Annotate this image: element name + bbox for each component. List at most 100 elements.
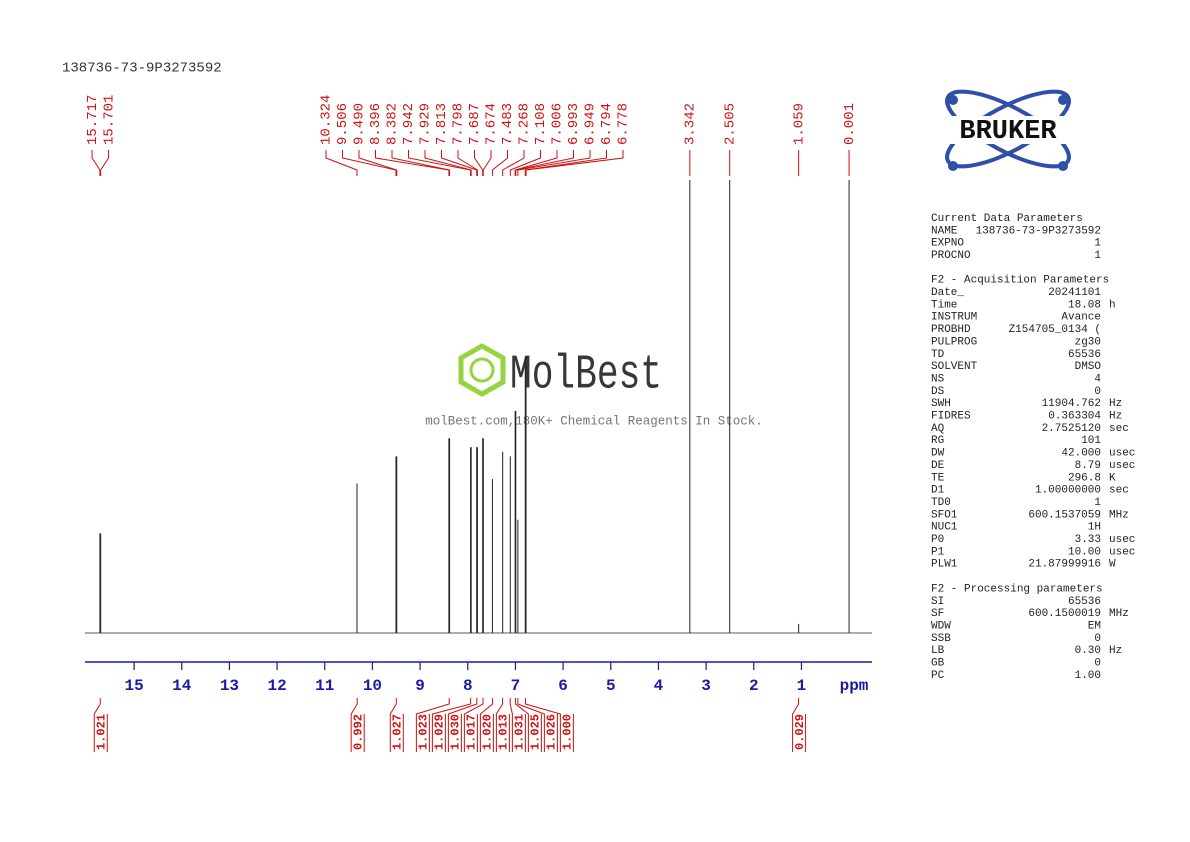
param-name: NAME [931,225,958,237]
param-value: 600.1537059 [1028,509,1101,521]
param-name: SWH [931,398,951,410]
peak-label-leader [502,150,525,176]
peak-label-leader [482,150,492,176]
param-unit: usec [1109,448,1135,460]
integral-label: 1.000 [561,714,575,750]
integral-bracket [463,698,484,752]
param-unit: sec [1109,485,1129,497]
param-unit: usec [1109,460,1135,472]
param-value: 1H [1088,522,1101,534]
param-value: 42.000 [1061,448,1101,460]
peak-label-leader [473,150,484,176]
x-tick-label: 1 [797,677,807,695]
param-name: DE [931,460,945,472]
peak-label-leader [517,150,591,176]
integral-label: 1.017 [465,714,479,750]
param-value: 18.08 [1068,299,1101,311]
watermark-title: MolBest [510,349,662,403]
param-value: 600.1500019 [1028,608,1101,620]
watermark: MolBest molBest.com,180K+ Chemical Reage… [425,343,763,428]
logo-dot [948,161,958,171]
x-tick-label: 7 [511,677,521,695]
logo-text: BRUKER [959,117,1057,147]
x-tick-label: 6 [558,677,568,695]
logo-band [924,116,1092,144]
peak-label-leader [457,150,478,176]
param-name: GB [931,658,945,670]
x-tick-label: 9 [415,677,425,695]
param-name: DW [931,448,945,460]
param-value: 0.363304 [1048,411,1101,423]
param-value: 3.33 [1075,534,1101,546]
spectrum: 15.717 15.701 10.324 9.506 9.490 8.396 8.382 7.… [85,95,872,752]
x-tick-label: 2 [749,677,759,695]
param-value: 2.7525120 [1042,423,1101,435]
logo-dot [948,95,958,105]
peak-label-leader [524,150,607,176]
peak-label-leader [407,150,472,176]
integral-label: 1.031 [513,714,527,750]
param-name: NUC1 [931,522,958,534]
integral-bracket [415,698,450,752]
x-tick-label: 3 [701,677,711,695]
peak-label: 7.483 [500,103,516,145]
param-name: P1 [931,546,945,558]
param-name: EXPNO [931,238,964,250]
param-unit: MHz [1109,509,1129,521]
param-value: 0.30 [1075,645,1101,657]
logo-dot [1058,95,1068,105]
param-name: P0 [931,534,944,546]
peak-label-leader [358,150,398,176]
section-title: Current Data Parameters [931,213,1083,225]
param-name: TD0 [931,497,951,509]
param-unit: sec [1109,423,1129,435]
param-value: EM [1088,620,1101,632]
peak-label: 7.813 [434,103,450,145]
peak-label-leader [509,150,541,176]
peak-label-leader [100,150,110,176]
integral-bracket [479,698,494,752]
integral-bracket [350,698,358,752]
param-unit: K [1109,472,1116,484]
peak-label-leader [525,150,624,176]
peak-label-leader [325,150,358,176]
param-name: TD [931,349,945,361]
param-name: TE [931,472,945,484]
param-value: 1.00 [1075,670,1101,682]
x-tick-label: 4 [654,677,664,695]
integral-bracket [517,698,545,752]
section-title: F2 - Acquisition Parameters [931,275,1109,287]
integral-bracket [792,698,800,752]
peak-label: 7.674 [484,103,500,145]
peak-label: 7.006 [550,103,566,145]
peak-label: 7.942 [401,103,417,145]
integral-bracket [389,698,397,752]
peak-label: 8.382 [385,103,401,145]
integral-label: 1.027 [390,714,404,750]
peak-label: 1.059 [791,103,807,145]
param-name: Date_ [931,287,964,299]
watermark-ring [469,357,495,383]
peak-label: 10.324 [319,95,335,145]
param-name: PROBHD [931,324,971,336]
param-name: SSB [931,633,951,645]
integral-bracket [524,698,561,752]
param-name: INSTRUM [931,312,977,324]
param-value: zg30 [1075,336,1101,348]
param-value: 65536 [1068,349,1101,361]
peak-label: 0.001 [842,103,858,145]
peak-label: 3.342 [683,103,699,145]
param-value: 65536 [1068,596,1101,608]
peak-label-leader [341,150,397,176]
x-tick-label: 12 [268,677,287,695]
param-value: 296.8 [1068,472,1101,484]
param-name: Time [931,299,957,311]
integral-label: 0.992 [351,714,365,750]
x-tick-label: 8 [463,677,473,695]
param-name: NS [931,373,945,385]
param-value: 138736-73-9P3273592 [976,225,1101,237]
integral-bracket [93,698,101,752]
watermark-subtitle: molBest.com,180K+ Chemical Reagents In S… [425,414,763,428]
param-value: 8.79 [1075,460,1101,472]
